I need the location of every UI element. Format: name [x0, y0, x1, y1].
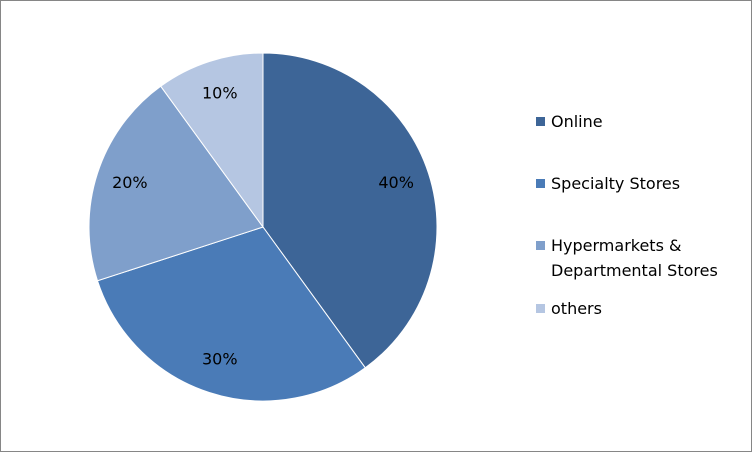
pie-slice [96, 226, 366, 402]
data-label: 30% [202, 350, 238, 369]
legend-item: Specialty Stores [536, 171, 736, 196]
legend-swatch [536, 241, 545, 250]
legend-item: Online [536, 109, 736, 134]
data-label: 10% [202, 83, 238, 102]
legend-swatch [536, 117, 545, 126]
pie-slice [262, 52, 438, 369]
legend-item: others [536, 296, 736, 321]
legend-swatch [536, 304, 545, 313]
pie-slice [88, 85, 264, 282]
data-label: 40% [378, 173, 414, 192]
data-label: 20% [112, 173, 148, 192]
legend-swatch [536, 179, 545, 188]
pie-slice [160, 52, 264, 229]
legend-item: Hypermarkets & Departmental Stores [536, 233, 736, 283]
legend-label: others [551, 299, 602, 318]
legend-label: Hypermarkets & Departmental Stores [551, 236, 718, 280]
legend-label: Specialty Stores [551, 174, 681, 193]
legend-label: Online [551, 112, 603, 131]
